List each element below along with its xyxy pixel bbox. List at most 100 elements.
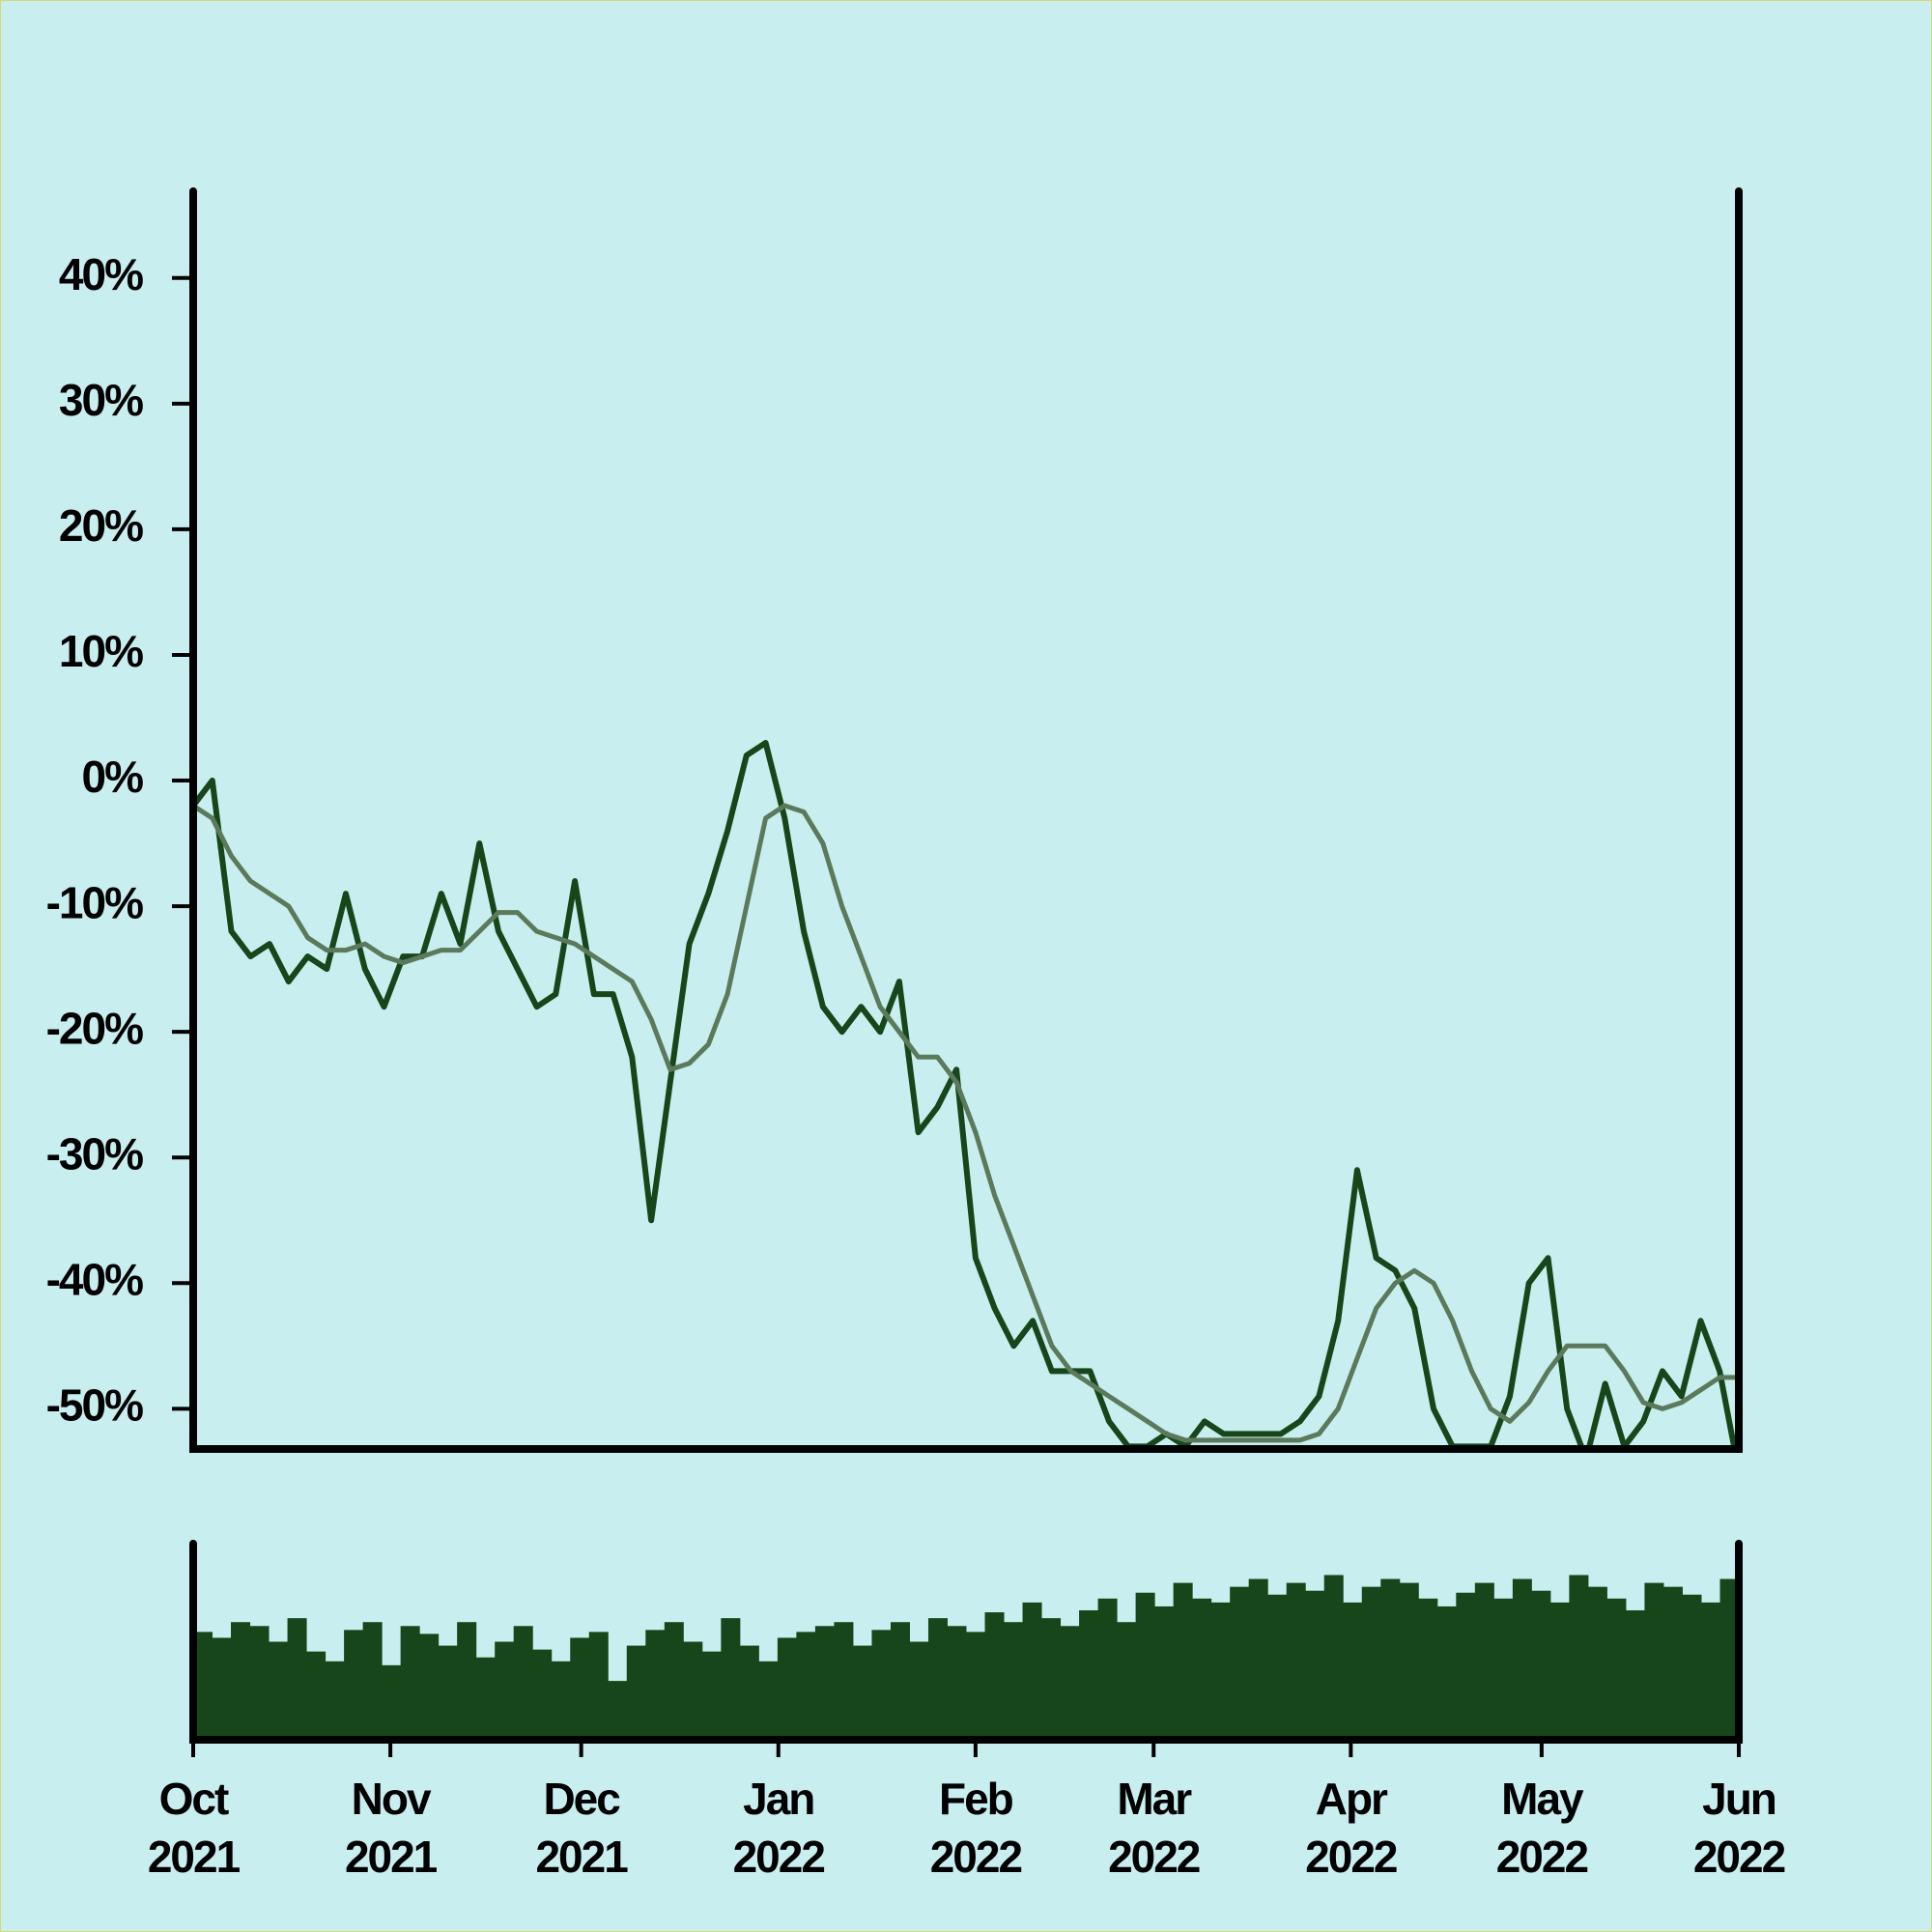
volume-bar [721, 1618, 741, 1740]
y-tick-label: -10% [46, 877, 143, 927]
volume-bar [1343, 1602, 1363, 1740]
y-tick-label: 30% [59, 375, 143, 425]
volume-bar [495, 1641, 515, 1740]
x-tick-label: Feb 2022 [930, 1774, 1022, 1882]
volume-bar [231, 1622, 251, 1740]
price-line [193, 803, 1739, 1443]
volume-bar [1210, 1602, 1231, 1740]
y-tick-label: 40% [59, 249, 143, 299]
x-tick-label: Jan 2022 [733, 1774, 825, 1882]
volume-bar [400, 1626, 420, 1740]
volume-bar [306, 1651, 327, 1740]
volume-bar [1662, 1586, 1683, 1740]
volume-bar [249, 1626, 270, 1740]
x-tick-label: Dec 2021 [535, 1774, 628, 1882]
volume-bar [1474, 1582, 1494, 1740]
volume-bar [1380, 1578, 1401, 1740]
volume-bar [212, 1637, 232, 1740]
volume-bar [513, 1626, 533, 1740]
volume-bar [1248, 1578, 1268, 1740]
volume-bar [1418, 1598, 1438, 1740]
x-tick-label: Apr 2022 [1305, 1774, 1397, 1882]
volume-bar [1719, 1578, 1740, 1740]
volume-bar [1079, 1610, 1099, 1740]
volume-bar [1587, 1586, 1607, 1740]
volume-bar [966, 1632, 986, 1740]
volume-bar [608, 1681, 628, 1740]
volume-bar [758, 1661, 779, 1740]
x-tick-label: Mar 2022 [1108, 1774, 1200, 1882]
volume-bar [382, 1664, 402, 1740]
x-tick-label: Jun 2022 [1693, 1774, 1785, 1882]
volume-bar [1323, 1575, 1344, 1740]
axis-frame [189, 187, 1743, 1453]
volume-bar [814, 1626, 835, 1740]
volume-bar [1512, 1578, 1532, 1740]
volume-bar [1436, 1605, 1457, 1740]
y-tick-label: -20% [46, 1003, 143, 1053]
volume-bar [1041, 1618, 1062, 1740]
volume-bar [1004, 1622, 1024, 1740]
y-tick-label: 0% [82, 752, 144, 802]
volume-bar [664, 1622, 684, 1740]
volume-bar [1135, 1592, 1155, 1740]
volume-bar [475, 1657, 496, 1740]
volume-bar [834, 1622, 854, 1740]
volume-bar [645, 1630, 666, 1740]
volume-bar [626, 1645, 646, 1740]
volume-bar [551, 1661, 571, 1740]
volume-bar [457, 1622, 477, 1740]
volume-bar [588, 1632, 609, 1740]
x-tick-label: May 2022 [1496, 1774, 1588, 1882]
volume-bar [871, 1630, 892, 1740]
volume-bar [852, 1645, 872, 1740]
volume-bar [1117, 1622, 1137, 1740]
volume-bar [1606, 1598, 1627, 1740]
y-tick-label: 10% [59, 626, 143, 676]
volume-bar [269, 1641, 289, 1740]
volume-bar [362, 1622, 383, 1740]
volume-bar [532, 1649, 553, 1740]
volume-bar [909, 1641, 929, 1740]
volume-bar [1286, 1582, 1306, 1740]
y-tick-label: -30% [46, 1128, 143, 1179]
volume-bar [419, 1634, 440, 1740]
volume-bar [927, 1618, 948, 1740]
volume-bar [1305, 1590, 1325, 1740]
volume-bar [1682, 1594, 1702, 1740]
volume-bar [325, 1661, 345, 1740]
volume-bar [1267, 1594, 1288, 1740]
volume-bar [1154, 1605, 1175, 1740]
volume-bar [1022, 1602, 1042, 1740]
volume-bar [984, 1612, 1005, 1740]
volume-bar [1060, 1626, 1080, 1740]
x-tick-label: Oct 2021 [148, 1774, 241, 1882]
volume-bar [1644, 1582, 1664, 1740]
volume-bar [739, 1645, 759, 1740]
volume-bar [1700, 1602, 1720, 1740]
volume-bar [1173, 1582, 1193, 1740]
volume-bar [1399, 1582, 1419, 1740]
volume-bar [1097, 1598, 1118, 1740]
y-tick-label: -50% [46, 1380, 143, 1431]
volume-bar [438, 1645, 458, 1740]
volume-bar [193, 1632, 213, 1740]
volume-bar [890, 1622, 910, 1740]
volume-bar [701, 1651, 722, 1740]
volume-bar [947, 1626, 967, 1740]
y-tick-label: 20% [59, 500, 143, 551]
x-tick-label: Nov 2021 [345, 1774, 438, 1882]
volume-bar [1625, 1610, 1645, 1740]
volume-bar [1531, 1590, 1551, 1740]
volume-bar [570, 1637, 590, 1740]
volume-bar [1493, 1598, 1514, 1740]
volume-bar [777, 1637, 797, 1740]
volume-bar [1456, 1592, 1476, 1740]
y-tick-label: -40% [46, 1254, 143, 1304]
volume-bar [1192, 1598, 1212, 1740]
volume-bar [1361, 1586, 1381, 1740]
volume-bar [796, 1632, 816, 1740]
axis-frame [189, 1540, 1743, 1744]
volume-bar [287, 1618, 307, 1740]
